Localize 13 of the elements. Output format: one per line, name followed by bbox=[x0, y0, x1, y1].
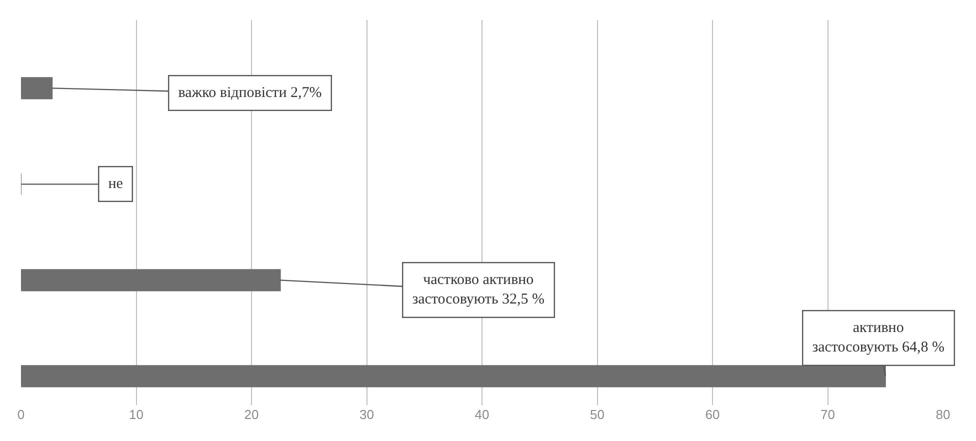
x-tick-label: 60 bbox=[705, 407, 720, 422]
x-tick-label: 40 bbox=[474, 407, 490, 422]
x-tick-label: 50 bbox=[590, 407, 604, 422]
x-tick-label: 0 bbox=[17, 407, 25, 422]
x-tick-label: 30 bbox=[360, 407, 374, 422]
annotation: частково активно застосовують 32,5 % bbox=[412, 272, 545, 308]
x-tick-label: 20 bbox=[244, 407, 259, 422]
annotation: активно застосовують 64,8 % bbox=[812, 320, 945, 356]
x-tick-label: 10 bbox=[129, 407, 144, 422]
annotation: не bbox=[108, 176, 124, 192]
annotation: важко відповісти 2,7% bbox=[178, 85, 322, 102]
x-tick-label: 70 bbox=[820, 407, 835, 422]
x-tick-label: 80 bbox=[936, 407, 950, 422]
